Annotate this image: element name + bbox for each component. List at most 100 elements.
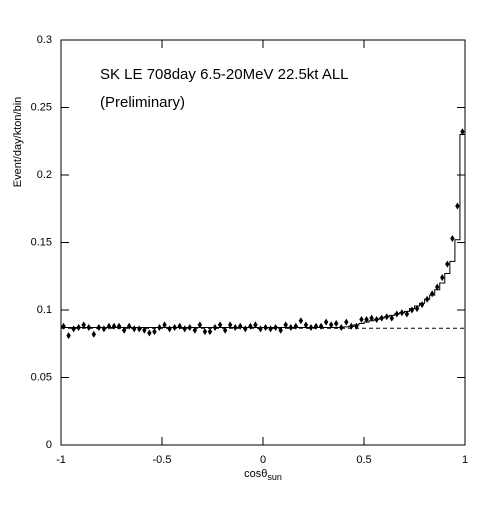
x-axis-label: cosθsun [244,468,282,482]
data-point [389,314,394,322]
data-point [359,315,364,323]
data-point [187,324,192,332]
data-point [263,324,268,332]
x-tick-label: 0.5 [356,454,371,466]
data-point [303,321,309,329]
data-point [293,322,299,330]
data-point [268,325,273,333]
data-point [424,295,430,303]
data-point [440,274,445,282]
data-point [369,314,374,322]
fit-histogram [61,134,465,329]
data-point [455,202,460,210]
chart-subtitle: (Preliminary) [100,94,185,111]
data-point [116,322,122,330]
x-label-sub: sun [267,472,282,482]
data-point [253,321,258,329]
data-point [212,324,218,332]
data-point [238,322,243,330]
data-point [172,324,177,332]
data-point [334,320,339,327]
data-point [91,330,97,338]
data-point [283,321,288,329]
data-point [66,332,71,340]
x-tick-label: -0.5 [153,454,172,466]
data-point [152,328,157,336]
data-point [399,309,405,317]
x-tick-label: 0 [260,454,266,466]
data-point [308,324,314,332]
data-point [460,128,465,136]
data-point [258,325,263,333]
data-point [419,301,425,309]
y-tick-label: 0.2 [37,169,52,181]
data-point [167,325,172,333]
chart-title: SK LE 708day 6.5-20MeV 22.5kt ALL [100,66,349,83]
data-point [227,321,233,329]
data-point [273,324,278,332]
data-point [435,283,440,291]
data-point [318,322,324,330]
y-tick-label: 0.3 [37,34,52,46]
data-point [137,325,142,333]
data-point [323,318,329,326]
data-point [126,322,132,330]
data-point [354,322,359,330]
data-point [162,321,167,329]
data-point [222,326,228,334]
x-tick-label: 1 [462,454,468,466]
data-point [243,325,248,333]
data-point [147,329,152,337]
data-point [404,310,410,318]
y-tick-label: 0.1 [37,304,52,316]
y-tick-label: 0 [46,439,52,451]
data-point [157,324,162,332]
data-point [96,324,102,332]
data-point [86,324,91,332]
data-point [445,260,450,268]
data-point [106,322,112,330]
data-point [379,314,384,322]
data-point [409,306,415,314]
data-point [182,325,187,333]
x-tick-label: -1 [56,454,66,466]
data-point [278,326,283,334]
data-point [217,321,223,329]
data-point [374,315,379,323]
data-point [132,325,137,333]
data-point [344,318,349,326]
data-point [76,324,81,332]
y-tick-label: 0.15 [31,236,52,248]
data-point [81,321,86,329]
data-point [207,328,213,336]
data-point [414,305,420,313]
data-point [202,328,208,336]
y-tick-label: 0.05 [31,371,52,383]
data-point [71,325,76,333]
data-point [61,322,66,330]
data-point [298,317,304,325]
data-point [233,324,238,332]
data-point [394,310,400,318]
data-point [111,322,117,330]
data-point [313,322,319,330]
data-point [197,321,203,329]
data-point [450,234,455,242]
data-point [142,326,147,334]
data-point [349,322,354,330]
data-point [101,325,107,333]
data-point [384,313,389,321]
data-point [121,326,127,334]
x-label-main: cosθ [244,468,267,480]
y-axis-label: Event/day/kton/bin [12,97,24,188]
data-point [248,322,253,330]
data-point [177,322,182,330]
data-point [364,315,369,323]
data-point [429,290,435,298]
data-point [328,321,334,329]
data-point [339,324,344,332]
y-tick-label: 0.25 [31,101,52,113]
data-point [192,326,198,334]
data-point [288,324,293,332]
